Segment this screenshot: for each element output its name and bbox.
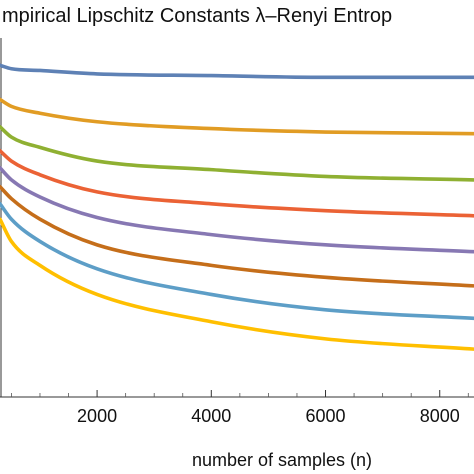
series-line-6 [0,184,474,288]
series-lines [0,63,474,351]
plot-frame [0,38,474,398]
x-axis-label: number of samples (n) [192,450,372,470]
x-tick-label: 8000 [420,406,460,426]
x-tick-label: 6000 [305,406,345,426]
series-line-8 [0,217,474,351]
x-ticks: 2000 4000 6000 8000 [11,390,469,426]
series-line-4 [0,149,474,218]
series-line-5 [0,166,474,254]
chart-title: mpirical Lipschitz Constants λ–Renyi Ent… [2,5,392,27]
series-line-1 [0,63,474,80]
series-line-7 [0,202,474,321]
x-tick-label: 2000 [77,406,117,426]
series-line-3 [0,125,474,182]
x-tick-label: 4000 [191,406,231,426]
series-line-2 [0,97,474,136]
